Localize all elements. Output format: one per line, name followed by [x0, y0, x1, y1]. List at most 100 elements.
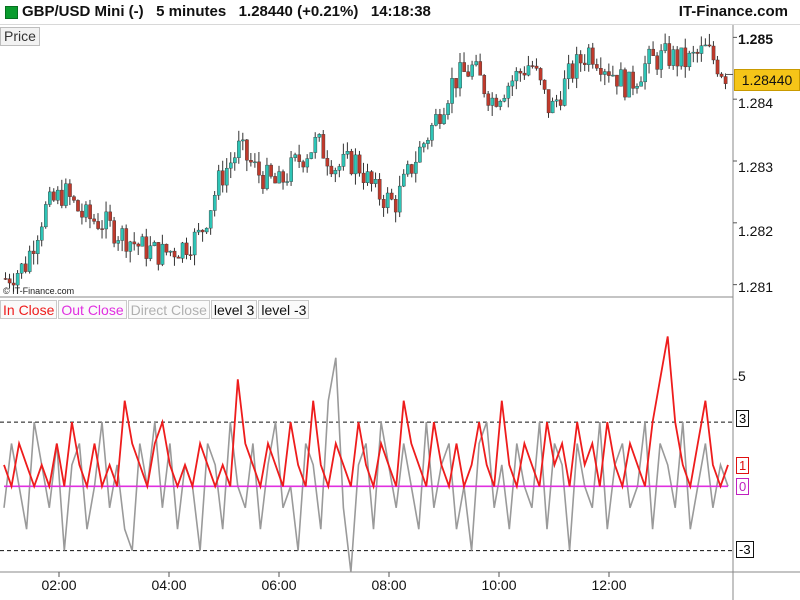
indicator-series-direct-close [3, 357, 729, 573]
candle-down [695, 51, 700, 54]
candle-down [675, 49, 680, 67]
candle-up [566, 63, 571, 80]
candle-down [68, 183, 72, 197]
candle-down [7, 278, 12, 284]
candle-up [216, 170, 221, 196]
candle-down [176, 256, 181, 259]
candle-down [599, 68, 603, 75]
level-neg3-badge: -3 [736, 541, 754, 558]
candle-up [19, 263, 24, 274]
candle-down [361, 172, 366, 183]
candle-up [562, 78, 567, 106]
candle-up [611, 74, 615, 77]
candle-up [643, 63, 647, 83]
legend-in-close[interactable]: In Close [0, 300, 58, 319]
candle-down [410, 164, 414, 174]
copyright-label: © IT-Finance.com [3, 286, 75, 296]
candle-up [192, 231, 197, 256]
candle-down [558, 99, 563, 106]
candle-up [671, 49, 676, 66]
candle-up [550, 100, 555, 114]
candle-down [92, 218, 96, 222]
candle-up [434, 114, 438, 126]
candle-down [172, 250, 177, 258]
candle-down [257, 161, 261, 176]
candle-down [438, 114, 442, 124]
candle-up [514, 70, 519, 82]
legend-out-close[interactable]: Out Close [58, 300, 127, 319]
candle-down [200, 229, 205, 233]
candle-up [498, 101, 503, 107]
candle-up [647, 48, 651, 64]
candle-down [349, 151, 354, 175]
candle-up [699, 45, 704, 54]
candle-down [52, 191, 56, 201]
candle-down [707, 44, 712, 47]
candle-down [261, 174, 265, 189]
candle-up [430, 125, 434, 141]
candle-down [615, 74, 619, 87]
candle-down [623, 69, 627, 98]
instrument-title: GBP/USD Mini (-) 5 minutes 1.28440 (+0.2… [22, 3, 431, 20]
price-axis-label: 1.282 [738, 223, 774, 239]
candle-down [188, 254, 193, 256]
candle-up [313, 137, 318, 153]
candle-down [462, 62, 466, 72]
candle-up [196, 229, 201, 233]
legend-direct-close[interactable]: Direct Close [127, 300, 210, 319]
candle-up [152, 242, 157, 247]
candle-up [148, 245, 153, 259]
candle-up [635, 86, 639, 89]
candle-up [414, 161, 418, 174]
candle-down [156, 242, 161, 265]
candle-up [168, 250, 173, 253]
candle-up [474, 61, 479, 66]
candle-down [321, 134, 326, 159]
candle-up [104, 211, 108, 230]
candle-down [454, 78, 458, 89]
time-axis-label: 06:00 [261, 577, 297, 593]
price-axis-label: 1.283 [738, 159, 774, 175]
candle-down [124, 228, 129, 252]
candle-down [369, 171, 374, 184]
price-axis-label: 1.285 [738, 31, 774, 47]
candle-down [184, 242, 189, 255]
candle-up [309, 152, 314, 159]
candle-up [225, 167, 229, 186]
candle-up [679, 47, 684, 67]
candle-up [237, 140, 241, 158]
candle-down [591, 47, 595, 65]
candle-down [546, 89, 551, 114]
candle-down [325, 158, 330, 167]
legend-level-3[interactable]: level 3 [210, 300, 258, 319]
candle-up [603, 71, 607, 75]
candle-up [208, 210, 213, 229]
candle-down [100, 228, 104, 230]
candle-down [11, 282, 16, 286]
candle-up [510, 80, 515, 87]
candle-up [663, 43, 668, 51]
candle-up [253, 161, 257, 164]
candle-down [31, 250, 36, 254]
candle-down [570, 63, 575, 79]
candle-up [204, 227, 209, 233]
candle-up [397, 185, 402, 213]
legend-level-neg3[interactable]: level -3 [258, 300, 310, 319]
indicator-axis-label: 5 [738, 368, 746, 384]
candle-down [377, 179, 382, 200]
candle-up [233, 157, 237, 164]
candle-up [212, 195, 217, 211]
candle-up [345, 151, 350, 155]
candle-up [241, 139, 245, 142]
candle-down [494, 97, 499, 107]
candle-down [88, 204, 92, 220]
candle-up [587, 47, 591, 65]
candle-up [56, 189, 60, 201]
price-axis-label: 1.284 [738, 95, 774, 111]
price-panel-label[interactable]: Price [0, 27, 40, 46]
candle-down [719, 73, 724, 77]
candle-up [15, 273, 20, 286]
candle-down [715, 59, 720, 75]
time-axis-label: 12:00 [591, 577, 627, 593]
